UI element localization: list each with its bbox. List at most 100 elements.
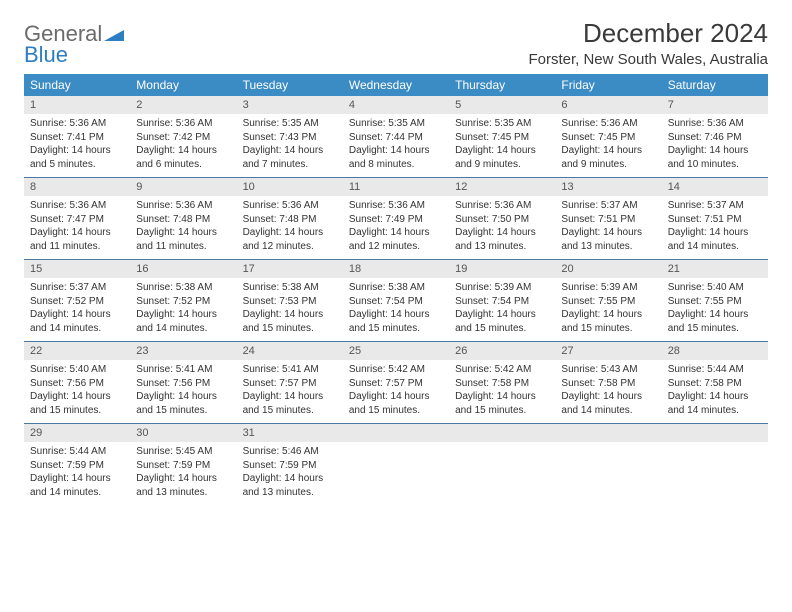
sunrise-text: Sunrise: 5:39 AM (561, 281, 655, 295)
daylight-text: Daylight: 14 hours and 15 minutes. (30, 390, 124, 417)
day-body: Sunrise: 5:35 AMSunset: 7:43 PMDaylight:… (237, 114, 343, 177)
sunset-text: Sunset: 7:56 PM (30, 377, 124, 391)
day-body: Sunrise: 5:36 AMSunset: 7:41 PMDaylight:… (24, 114, 130, 177)
day-number: 25 (343, 342, 449, 360)
day-body: Sunrise: 5:44 AMSunset: 7:58 PMDaylight:… (662, 360, 768, 423)
sunset-text: Sunset: 7:58 PM (668, 377, 762, 391)
daylight-text: Daylight: 14 hours and 11 minutes. (136, 226, 230, 253)
calendar-day-cell: 2Sunrise: 5:36 AMSunset: 7:42 PMDaylight… (130, 96, 236, 178)
calendar-day-cell: 26Sunrise: 5:42 AMSunset: 7:58 PMDayligh… (449, 342, 555, 424)
calendar-day-cell: 5Sunrise: 5:35 AMSunset: 7:45 PMDaylight… (449, 96, 555, 178)
daylight-text: Daylight: 14 hours and 12 minutes. (243, 226, 337, 253)
day-number (555, 424, 661, 442)
sunrise-text: Sunrise: 5:36 AM (668, 117, 762, 131)
day-body: Sunrise: 5:41 AMSunset: 7:56 PMDaylight:… (130, 360, 236, 423)
weekday-header: Monday (130, 74, 236, 96)
sunset-text: Sunset: 7:46 PM (668, 131, 762, 145)
calendar-day-cell: 27Sunrise: 5:43 AMSunset: 7:58 PMDayligh… (555, 342, 661, 424)
sunset-text: Sunset: 7:58 PM (455, 377, 549, 391)
page-title: December 2024 (528, 18, 768, 49)
day-number (662, 424, 768, 442)
day-number: 28 (662, 342, 768, 360)
daylight-text: Daylight: 14 hours and 12 minutes. (349, 226, 443, 253)
day-number: 16 (130, 260, 236, 278)
calendar-day-cell (449, 424, 555, 506)
day-body: Sunrise: 5:44 AMSunset: 7:59 PMDaylight:… (24, 442, 130, 505)
sunset-text: Sunset: 7:50 PM (455, 213, 549, 227)
calendar-day-cell: 17Sunrise: 5:38 AMSunset: 7:53 PMDayligh… (237, 260, 343, 342)
day-number: 29 (24, 424, 130, 442)
day-body (662, 442, 768, 500)
daylight-text: Daylight: 14 hours and 15 minutes. (455, 308, 549, 335)
calendar-weekday-header: Sunday Monday Tuesday Wednesday Thursday… (24, 74, 768, 96)
day-number: 4 (343, 96, 449, 114)
calendar-day-cell: 14Sunrise: 5:37 AMSunset: 7:51 PMDayligh… (662, 178, 768, 260)
day-number: 26 (449, 342, 555, 360)
daylight-text: Daylight: 14 hours and 13 minutes. (561, 226, 655, 253)
logo-triangle-icon (104, 24, 124, 45)
daylight-text: Daylight: 14 hours and 11 minutes. (30, 226, 124, 253)
calendar-day-cell: 11Sunrise: 5:36 AMSunset: 7:49 PMDayligh… (343, 178, 449, 260)
calendar-day-cell: 13Sunrise: 5:37 AMSunset: 7:51 PMDayligh… (555, 178, 661, 260)
calendar-body: 1Sunrise: 5:36 AMSunset: 7:41 PMDaylight… (24, 96, 768, 505)
sunset-text: Sunset: 7:52 PM (30, 295, 124, 309)
calendar-day-cell: 23Sunrise: 5:41 AMSunset: 7:56 PMDayligh… (130, 342, 236, 424)
sunset-text: Sunset: 7:45 PM (561, 131, 655, 145)
day-body: Sunrise: 5:36 AMSunset: 7:50 PMDaylight:… (449, 196, 555, 259)
calendar-week-row: 15Sunrise: 5:37 AMSunset: 7:52 PMDayligh… (24, 260, 768, 342)
sunrise-text: Sunrise: 5:40 AM (30, 363, 124, 377)
daylight-text: Daylight: 14 hours and 15 minutes. (243, 390, 337, 417)
calendar-day-cell: 28Sunrise: 5:44 AMSunset: 7:58 PMDayligh… (662, 342, 768, 424)
calendar-day-cell (343, 424, 449, 506)
day-number: 30 (130, 424, 236, 442)
sunset-text: Sunset: 7:49 PM (349, 213, 443, 227)
weekday-header: Friday (555, 74, 661, 96)
calendar-day-cell: 10Sunrise: 5:36 AMSunset: 7:48 PMDayligh… (237, 178, 343, 260)
daylight-text: Daylight: 14 hours and 13 minutes. (455, 226, 549, 253)
sunset-text: Sunset: 7:45 PM (455, 131, 549, 145)
day-body: Sunrise: 5:36 AMSunset: 7:46 PMDaylight:… (662, 114, 768, 177)
day-body: Sunrise: 5:37 AMSunset: 7:51 PMDaylight:… (555, 196, 661, 259)
day-body: Sunrise: 5:39 AMSunset: 7:54 PMDaylight:… (449, 278, 555, 341)
day-number: 10 (237, 178, 343, 196)
sunset-text: Sunset: 7:48 PM (136, 213, 230, 227)
day-number: 17 (237, 260, 343, 278)
day-body: Sunrise: 5:36 AMSunset: 7:47 PMDaylight:… (24, 196, 130, 259)
sunset-text: Sunset: 7:47 PM (30, 213, 124, 227)
day-body: Sunrise: 5:39 AMSunset: 7:55 PMDaylight:… (555, 278, 661, 341)
logo-word2: Blue (24, 42, 68, 67)
sunset-text: Sunset: 7:59 PM (243, 459, 337, 473)
sunrise-text: Sunrise: 5:38 AM (349, 281, 443, 295)
calendar-day-cell: 6Sunrise: 5:36 AMSunset: 7:45 PMDaylight… (555, 96, 661, 178)
sunset-text: Sunset: 7:56 PM (136, 377, 230, 391)
day-body: Sunrise: 5:40 AMSunset: 7:56 PMDaylight:… (24, 360, 130, 423)
calendar-day-cell: 30Sunrise: 5:45 AMSunset: 7:59 PMDayligh… (130, 424, 236, 506)
sunset-text: Sunset: 7:52 PM (136, 295, 230, 309)
day-body (555, 442, 661, 500)
day-number: 19 (449, 260, 555, 278)
sunrise-text: Sunrise: 5:38 AM (243, 281, 337, 295)
page-header: General Blue December 2024 Forster, New … (24, 18, 768, 68)
sunset-text: Sunset: 7:59 PM (30, 459, 124, 473)
sunrise-text: Sunrise: 5:41 AM (243, 363, 337, 377)
sunset-text: Sunset: 7:54 PM (349, 295, 443, 309)
day-number: 6 (555, 96, 661, 114)
calendar-day-cell: 9Sunrise: 5:36 AMSunset: 7:48 PMDaylight… (130, 178, 236, 260)
day-number: 14 (662, 178, 768, 196)
daylight-text: Daylight: 14 hours and 10 minutes. (668, 144, 762, 171)
daylight-text: Daylight: 14 hours and 14 minutes. (136, 308, 230, 335)
calendar-day-cell: 7Sunrise: 5:36 AMSunset: 7:46 PMDaylight… (662, 96, 768, 178)
day-body: Sunrise: 5:37 AMSunset: 7:51 PMDaylight:… (662, 196, 768, 259)
sunrise-text: Sunrise: 5:40 AM (668, 281, 762, 295)
daylight-text: Daylight: 14 hours and 13 minutes. (243, 472, 337, 499)
sunset-text: Sunset: 7:51 PM (561, 213, 655, 227)
sunrise-text: Sunrise: 5:36 AM (561, 117, 655, 131)
daylight-text: Daylight: 14 hours and 14 minutes. (668, 390, 762, 417)
calendar-table: Sunday Monday Tuesday Wednesday Thursday… (24, 74, 768, 505)
logo-text: General Blue (24, 24, 124, 66)
day-number: 1 (24, 96, 130, 114)
sunrise-text: Sunrise: 5:41 AM (136, 363, 230, 377)
day-number: 3 (237, 96, 343, 114)
sunrise-text: Sunrise: 5:42 AM (349, 363, 443, 377)
sunrise-text: Sunrise: 5:37 AM (30, 281, 124, 295)
